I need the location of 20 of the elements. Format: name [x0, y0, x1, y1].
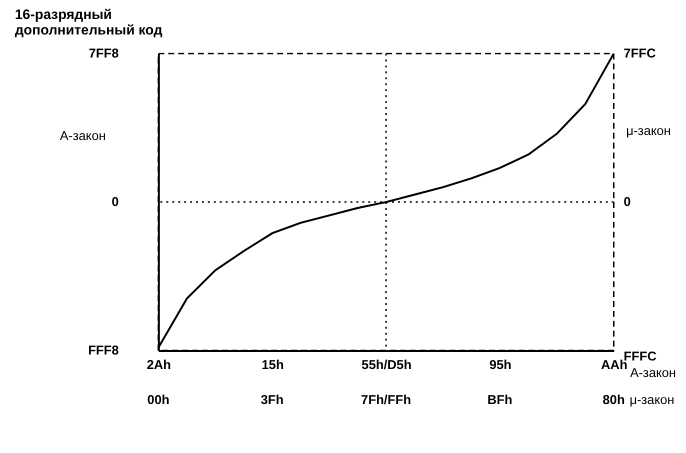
x-tick-label: 95h: [489, 356, 512, 372]
x-axis-title: A-закон: [630, 364, 676, 380]
y-axis-title: A-закон: [60, 128, 106, 144]
x-tick-label: 15h: [262, 356, 284, 372]
x-tick-label: 2Ah: [146, 356, 172, 372]
text: 00h: [147, 392, 170, 407]
x-tick-label: 55h/D5h: [362, 356, 412, 372]
text: BFh: [487, 392, 513, 407]
text: 0: [112, 194, 119, 210]
text: 7FFC: [624, 46, 656, 61]
text: FFF8: [88, 342, 119, 358]
chart-title: 16-разрядный дополнительный код: [14, 6, 163, 38]
text: 7Fh/FFh: [361, 392, 412, 407]
text: FFFC: [624, 348, 656, 364]
text: 3Fh: [260, 392, 284, 407]
text: 80h: [602, 392, 625, 407]
text: μ-закон: [630, 392, 674, 407]
text: 7FF8: [88, 46, 119, 61]
y2-axis-title: μ-закон: [626, 123, 671, 138]
text: 0: [624, 194, 631, 210]
